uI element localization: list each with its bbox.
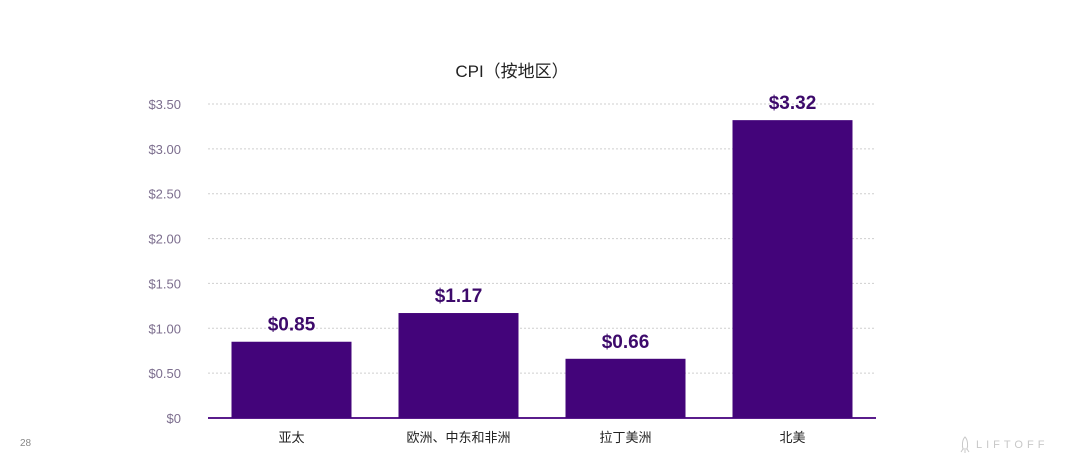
x-tick-label: 亚太: [278, 430, 304, 445]
value-label: $1.17: [435, 286, 483, 307]
y-tick-label: $0.50: [148, 366, 181, 381]
y-tick-label: $2.00: [148, 232, 181, 247]
y-tick-label: $2.50: [148, 187, 181, 202]
logo-text: LIFTOFF: [976, 439, 1049, 451]
x-tick-label: 拉丁美洲: [599, 430, 651, 445]
y-tick-label: $0: [167, 411, 181, 426]
y-tick-label: $3.50: [148, 97, 181, 112]
liftoff-logo: LIFTOFF: [960, 436, 1048, 454]
y-tick-label: $1.00: [148, 321, 181, 336]
x-tick-label: 欧洲、中东和非洲: [406, 430, 510, 445]
page-number: 28: [20, 438, 32, 449]
bar: [231, 341, 352, 418]
y-tick-label: $3.00: [148, 142, 181, 157]
bar: [398, 313, 519, 418]
bar: [565, 358, 686, 418]
value-label: $0.85: [268, 315, 316, 336]
y-tick-label: $1.50: [148, 276, 181, 291]
rocket-icon: [960, 436, 970, 453]
bar: [732, 120, 853, 419]
chart-title: CPI（按地区）: [455, 62, 568, 81]
x-tick-label: 北美: [779, 430, 805, 445]
value-label: $0.66: [602, 332, 650, 353]
value-label: $3.32: [769, 93, 817, 114]
